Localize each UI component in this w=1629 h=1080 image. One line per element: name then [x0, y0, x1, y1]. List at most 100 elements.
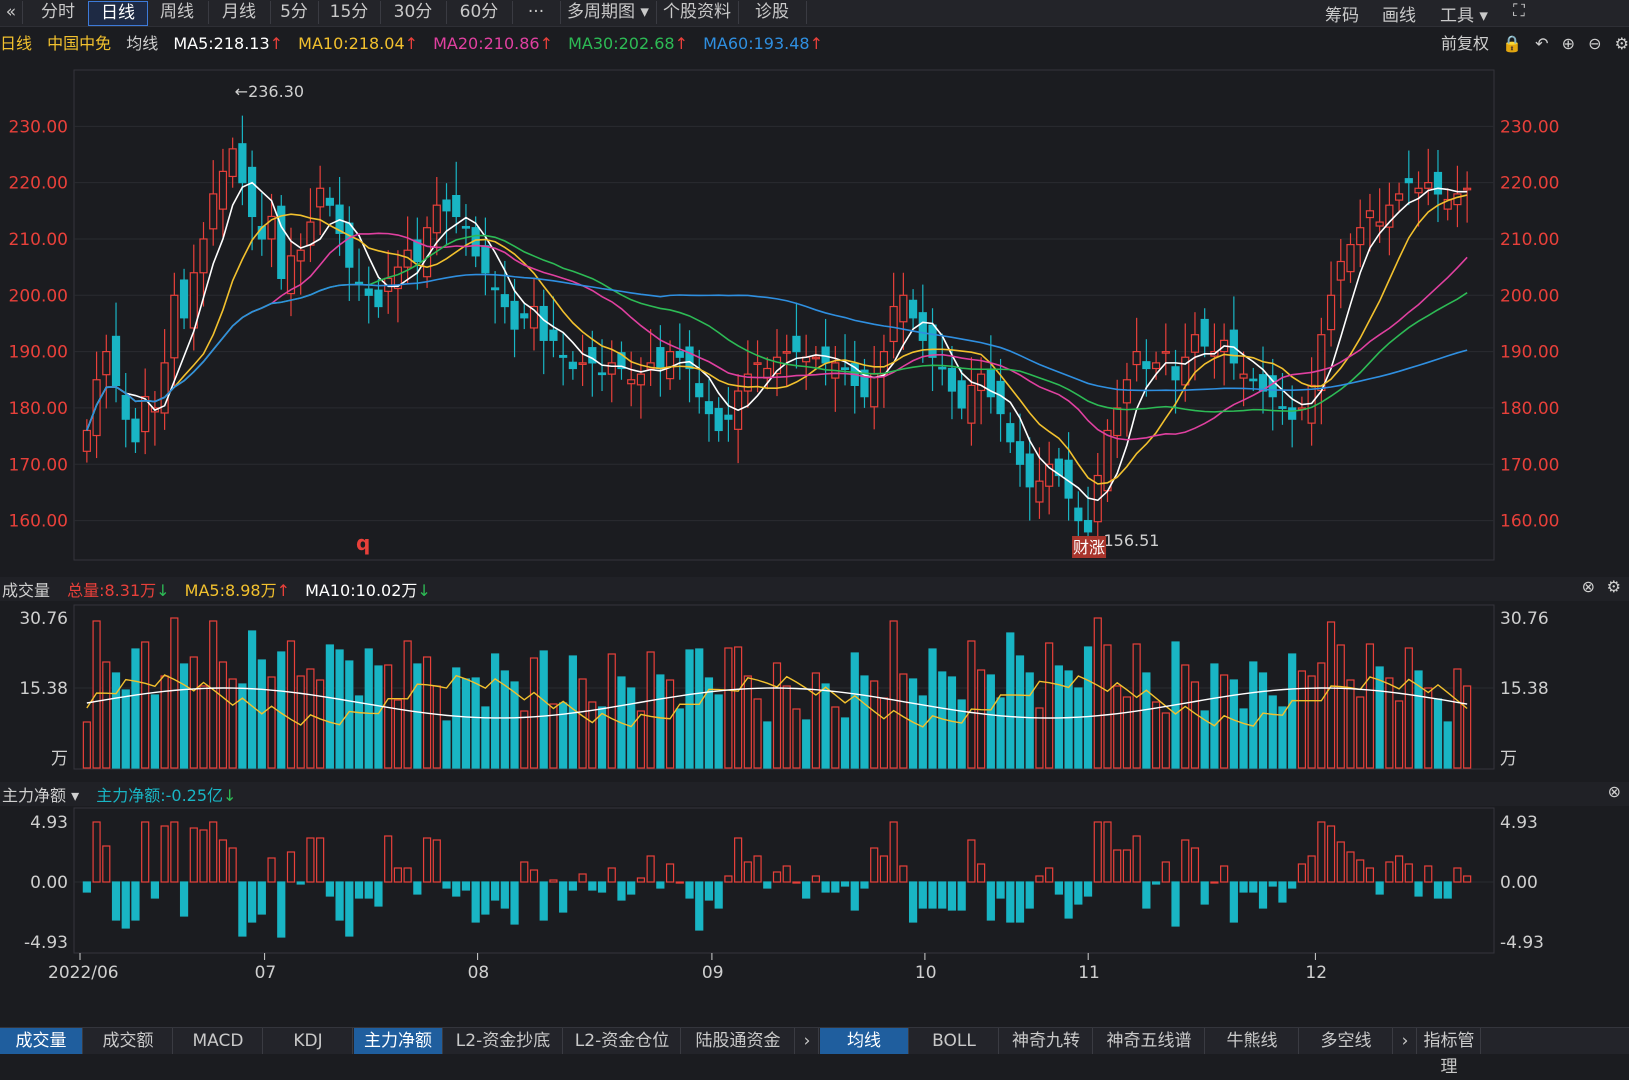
- tools-menu[interactable]: 工具 ▾: [1440, 6, 1488, 26]
- chip-button[interactable]: 筹码: [1325, 6, 1359, 26]
- indicator-tab-13[interactable]: 牛熊线: [1206, 1028, 1299, 1054]
- ma10-value: MA10:218.04: [298, 34, 405, 53]
- indicator-tab-9[interactable]: 均线: [820, 1028, 909, 1054]
- flow-bar: [403, 867, 412, 883]
- volume-bar: [500, 670, 509, 769]
- stock-chart[interactable]: 230.00 230.00 220.00 220.00 210.00 210.00 200.…: [0, 0, 1629, 1027]
- volume-bar: [150, 694, 160, 769]
- candle-body: [724, 414, 733, 420]
- indicator-tab-8[interactable]: ›: [796, 1028, 819, 1054]
- period-label: 日线: [0, 34, 33, 53]
- flow-bar: [763, 881, 772, 889]
- volume-bar: [1074, 687, 1083, 769]
- candle-body: [1463, 187, 1472, 191]
- indicator-tab-11[interactable]: 神奇九转: [1000, 1028, 1093, 1054]
- period-tab-3[interactable]: 月线: [208, 1, 271, 24]
- indicator-tab-15[interactable]: ›: [1394, 1028, 1417, 1054]
- volume-bar: [1142, 672, 1151, 769]
- flow-bar: [977, 863, 986, 883]
- period-tab-11[interactable]: 诊股: [738, 1, 807, 24]
- zoom-out-icon[interactable]: ⊖: [1588, 34, 1602, 53]
- adjust-label[interactable]: 前复权: [1441, 34, 1490, 53]
- flow-bar: [860, 881, 869, 889]
- volume-bar: [209, 620, 218, 769]
- flow-bar: [1229, 881, 1238, 923]
- volume-panel-frame: [73, 604, 1495, 770]
- volume-bar: [277, 651, 286, 769]
- candle-body: [170, 294, 179, 359]
- price-tick-right: 230.00: [1500, 117, 1559, 137]
- flow-bar: [1083, 881, 1093, 897]
- undo-icon[interactable]: ↶: [1535, 34, 1549, 53]
- candle-body: [695, 383, 704, 398]
- flow-bar: [354, 881, 364, 899]
- indicator-tab-7[interactable]: 陆股通资金: [682, 1028, 795, 1054]
- flow-bar: [1122, 849, 1132, 883]
- lock-icon[interactable]: 🔒: [1502, 34, 1523, 53]
- period-tab-9[interactable]: 多周期图 ▾: [560, 1, 657, 24]
- close-icon[interactable]: ⊗: [1581, 577, 1595, 596]
- flow-bar: [218, 839, 228, 883]
- flow-bar: [753, 855, 762, 883]
- flow-title[interactable]: 主力净额 ▾: [2, 786, 80, 805]
- period-tab-2[interactable]: 周线: [146, 1, 209, 24]
- candle-body: [870, 373, 879, 408]
- volume-bar: [753, 698, 762, 769]
- volume-bar: [1258, 672, 1268, 769]
- flow-bar: [840, 881, 850, 887]
- indicator-tab-14[interactable]: 多空线: [1300, 1028, 1393, 1054]
- candle-body: [1239, 373, 1248, 379]
- candle-body: [1093, 474, 1102, 523]
- volume-bar: [1336, 644, 1345, 769]
- volume-bar: [588, 701, 597, 769]
- gear-icon[interactable]: ⚙: [1606, 577, 1621, 596]
- candle-body: [1365, 210, 1375, 219]
- period-tab-1[interactable]: 日线: [88, 1, 148, 26]
- indicator-tab-5[interactable]: L2-资金抄底: [444, 1028, 563, 1054]
- volume-bar: [491, 653, 500, 769]
- volume-bar: [714, 694, 723, 769]
- volume-bar: [1220, 674, 1229, 769]
- indicator-tab-6[interactable]: L2-资金仓位: [564, 1028, 681, 1054]
- volume-bar: [665, 679, 675, 769]
- volume-bar: [141, 641, 150, 769]
- x-label: 10: [915, 963, 937, 983]
- indicator-tab-1[interactable]: 成交额: [84, 1028, 173, 1054]
- x-label: 12: [1305, 963, 1327, 983]
- period-tab-10[interactable]: 个股资料: [656, 1, 739, 24]
- flow-bar: [695, 881, 704, 931]
- period-tab-8[interactable]: ···: [512, 1, 561, 24]
- candle-body: [403, 249, 412, 268]
- period-tab-5[interactable]: 15分: [318, 1, 381, 24]
- indicator-tab-3[interactable]: KDJ: [264, 1028, 353, 1054]
- volume-bar: [957, 699, 966, 769]
- candle-body: [1404, 178, 1413, 184]
- flow-bar: [724, 875, 733, 883]
- volume-bar: [1064, 670, 1073, 769]
- close-icon[interactable]: ⊗: [1607, 782, 1621, 801]
- zoom-in-icon[interactable]: ⊕: [1561, 34, 1576, 53]
- indicator-tab-4[interactable]: 主力净额: [354, 1028, 443, 1054]
- volume-bar: [1083, 646, 1093, 769]
- period-tab-4[interactable]: 5分: [270, 1, 319, 24]
- gear-icon[interactable]: ⚙: [1614, 34, 1629, 53]
- candle-body: [743, 373, 752, 392]
- flow-bar: [1025, 881, 1034, 909]
- indicator-tab-12[interactable]: 神奇五线谱: [1094, 1028, 1205, 1054]
- indicator-tab-16[interactable]: 指标管理: [1418, 1028, 1481, 1077]
- indicator-tab-0[interactable]: 成交量: [0, 1028, 83, 1054]
- price-tick-right: 220.00: [1500, 174, 1559, 194]
- period-tab-7[interactable]: 60分: [446, 1, 513, 24]
- candle-body: [1317, 334, 1326, 392]
- indicator-tab-2[interactable]: MACD: [174, 1028, 263, 1054]
- expand-icon[interactable]: ⛶: [1513, 1, 1525, 21]
- back-chevron-icon[interactable]: «: [0, 1, 23, 24]
- volume-bar: [1210, 663, 1219, 769]
- draw-button[interactable]: 画线: [1382, 6, 1416, 26]
- period-tab-6[interactable]: 30分: [380, 1, 447, 24]
- volume-bar: [1035, 707, 1044, 769]
- flow-bar: [811, 875, 820, 883]
- indicator-tab-10[interactable]: BOLL: [910, 1028, 999, 1054]
- volume-bar: [763, 721, 772, 769]
- volume-bar: [636, 710, 646, 769]
